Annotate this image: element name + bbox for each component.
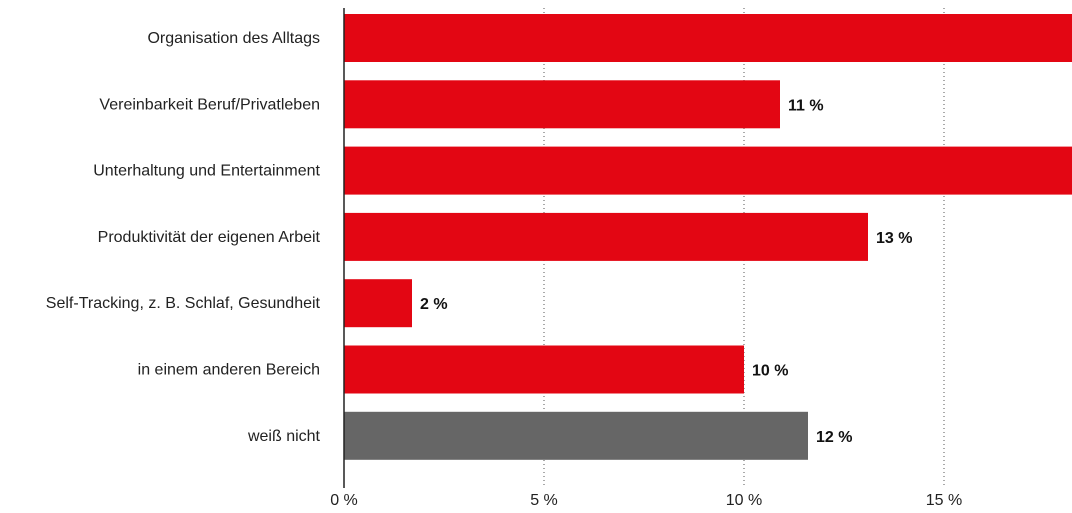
category-label: in einem anderen Bereich [138, 362, 320, 379]
category-label: Vereinbarkeit Beruf/Privatleben [99, 96, 320, 113]
x-tick-label: 0 % [330, 492, 358, 509]
value-label: 11 % [788, 97, 824, 114]
bar [344, 411, 808, 460]
category-label: Organisation des Alltags [147, 30, 320, 47]
bars-group [344, 14, 1072, 460]
value-label: 13 % [876, 230, 912, 247]
x-tick-label: 10 % [726, 492, 762, 509]
value-label: 12 % [816, 429, 852, 446]
value-label: 10 % [752, 363, 788, 380]
bar [344, 345, 744, 394]
value-label: 2 % [420, 296, 448, 313]
bar [344, 14, 1072, 62]
bar [344, 146, 1072, 195]
x-tick-label: 15 % [926, 492, 962, 509]
category-label: Self-Tracking, z. B. Schlaf, Gesundheit [46, 295, 321, 312]
category-label: Unterhaltung und Entertainment [93, 163, 320, 180]
category-labels: Organisation des Alltags Vereinbarkeit Be… [46, 30, 321, 445]
x-axis-ticks: 0 %5 %10 %15 %20 %25 %30 %35 % [330, 492, 962, 509]
category-label: weiß nicht [247, 428, 321, 445]
value-labels: 22 %11 %31 %13 %2 %10 %12 % [420, 97, 912, 446]
category-label: Produktivität der eigenen Arbeit [98, 229, 321, 246]
bar [344, 212, 868, 261]
bar [344, 279, 412, 328]
bar [344, 80, 780, 129]
x-tick-label: 5 % [530, 492, 558, 509]
